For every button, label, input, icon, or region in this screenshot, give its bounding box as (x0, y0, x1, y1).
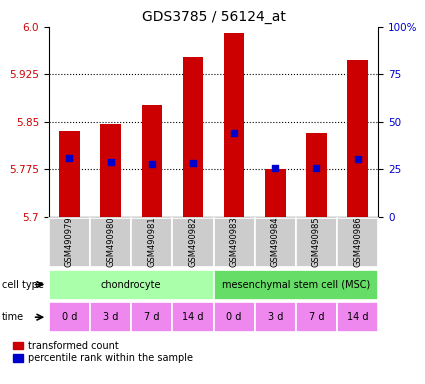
Text: 7 d: 7 d (144, 312, 159, 322)
Point (148, 161, 155, 167)
Bar (213, 218, 255, 267)
Bar (265, 169, 286, 217)
Bar (100, 124, 121, 217)
Text: 0 d: 0 d (227, 312, 242, 322)
Text: GSM490986: GSM490986 (353, 216, 362, 267)
Legend: transformed count, percentile rank within the sample: transformed count, percentile rank withi… (13, 341, 193, 363)
Bar (296, 218, 337, 267)
Text: cell type: cell type (2, 280, 44, 290)
Bar (296, 302, 337, 332)
Text: 3 d: 3 d (268, 312, 283, 322)
Text: GSM490981: GSM490981 (147, 216, 156, 266)
Point (231, 130, 238, 136)
Bar (347, 60, 368, 217)
Bar (90, 302, 131, 332)
Bar (255, 302, 296, 332)
Bar (224, 33, 244, 217)
Text: GSM490979: GSM490979 (65, 216, 74, 266)
Bar (90, 218, 131, 267)
Text: 0 d: 0 d (62, 312, 77, 322)
Point (107, 159, 114, 165)
Text: chondrocyte: chondrocyte (101, 280, 162, 290)
Text: GSM490983: GSM490983 (230, 216, 239, 267)
Bar (49, 302, 90, 332)
Text: 14 d: 14 d (182, 312, 204, 322)
Point (66, 155, 73, 161)
Text: time: time (2, 312, 24, 322)
Point (272, 164, 279, 170)
Bar (306, 133, 327, 217)
Bar (131, 302, 173, 332)
Title: GDS3785 / 56124_at: GDS3785 / 56124_at (142, 10, 286, 25)
Bar (213, 270, 378, 300)
Bar (255, 218, 296, 267)
Bar (49, 218, 90, 267)
Text: 7 d: 7 d (309, 312, 324, 322)
Bar (131, 218, 173, 267)
Bar (213, 302, 255, 332)
Text: GSM490985: GSM490985 (312, 216, 321, 266)
Bar (183, 57, 203, 217)
Bar (142, 105, 162, 217)
Text: mesenchymal stem cell (MSC): mesenchymal stem cell (MSC) (222, 280, 370, 290)
Bar (173, 302, 213, 332)
Bar (337, 218, 378, 267)
Bar (59, 131, 80, 217)
Bar (337, 302, 378, 332)
Bar (173, 218, 213, 267)
Text: GSM490980: GSM490980 (106, 216, 115, 266)
Text: 14 d: 14 d (347, 312, 368, 322)
Point (190, 160, 196, 166)
Point (313, 164, 320, 170)
Bar (49, 270, 213, 300)
Point (354, 156, 361, 162)
Text: GSM490984: GSM490984 (271, 216, 280, 266)
Text: GSM490982: GSM490982 (188, 216, 198, 266)
Text: 3 d: 3 d (103, 312, 118, 322)
